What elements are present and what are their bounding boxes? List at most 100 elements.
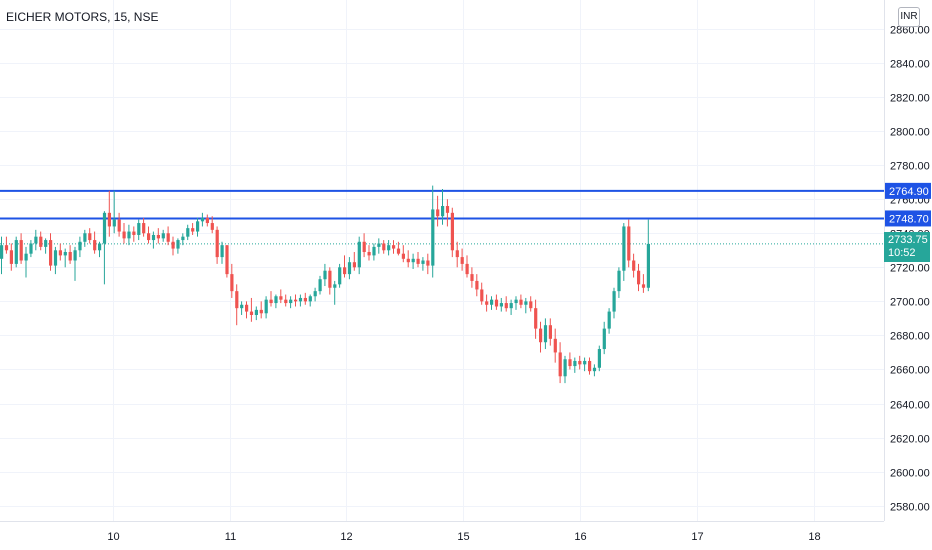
candle-down	[465, 263, 469, 275]
candle-down	[328, 270, 332, 288]
candle-up	[563, 359, 567, 377]
candles	[0, 185, 650, 384]
candle-up	[490, 299, 494, 305]
candle-up	[29, 243, 33, 254]
candle-up	[441, 206, 445, 217]
candle-up	[372, 246, 376, 256]
candle-up	[612, 291, 616, 312]
candle-down	[627, 226, 631, 261]
price-tick-label: 2620.00	[890, 434, 930, 446]
candle-up	[514, 299, 518, 304]
candle-down	[578, 360, 582, 365]
candle-down	[132, 231, 136, 235]
candle-down	[9, 250, 13, 264]
time-tick-label: 15	[457, 531, 469, 543]
candle-down	[539, 328, 543, 343]
candle-down	[558, 352, 562, 377]
candle-down	[406, 258, 410, 263]
candle-up	[357, 241, 361, 268]
candle-up	[240, 304, 244, 309]
candle-down	[450, 212, 454, 251]
candle-down	[436, 209, 440, 217]
candle-up	[98, 243, 102, 251]
candle-up	[83, 233, 87, 242]
candle-up	[509, 303, 513, 309]
candle-down	[279, 296, 283, 300]
candle-up	[196, 221, 200, 232]
time-axis[interactable]: 10 11 12 15 16 17 18	[107, 531, 820, 543]
candle-down	[475, 280, 479, 290]
candle-up	[274, 296, 278, 304]
candle-up	[44, 240, 48, 247]
candle-down	[504, 303, 508, 309]
currency-badge[interactable]: INR	[898, 7, 920, 27]
candle-down	[284, 299, 288, 304]
candle-up	[387, 245, 391, 251]
candle-up	[298, 297, 303, 302]
candle-up	[137, 223, 141, 235]
candle-down	[362, 241, 366, 252]
candle-up	[151, 234, 156, 241]
candle-up	[597, 349, 601, 368]
candle-down	[401, 253, 405, 259]
candle-up	[34, 236, 38, 244]
price-tick-label: 2820.00	[890, 93, 930, 105]
price-tick-label: 2580.00	[890, 502, 930, 514]
price-axis[interactable]: 2860.002840.002820.002800.002780.002760.…	[890, 25, 930, 514]
candle-down	[205, 217, 209, 224]
candle-up	[592, 367, 597, 372]
level-price-badge	[885, 182, 931, 199]
candle-down	[147, 233, 151, 241]
candle-up	[411, 258, 415, 263]
candle-down	[460, 257, 464, 264]
price-tick-label: 2600.00	[890, 468, 930, 480]
candle-down	[382, 243, 386, 251]
candle-down	[191, 228, 195, 232]
candle-down	[445, 206, 450, 213]
candle-down	[367, 251, 371, 256]
candle-up	[186, 228, 190, 237]
candle-down	[39, 236, 43, 247]
candle-down	[93, 240, 97, 251]
candle-up	[264, 299, 268, 314]
candle-down	[117, 219, 121, 232]
time-tick-label: 11	[225, 531, 236, 543]
candle-up	[289, 299, 293, 304]
candle-down	[230, 274, 234, 292]
level-price-badge	[885, 210, 931, 227]
candle-up	[622, 226, 626, 271]
time-tick-label: 10	[107, 531, 119, 543]
candle-down	[455, 250, 459, 258]
candle-up	[112, 219, 116, 227]
candle-down	[4, 245, 9, 251]
candle-up	[431, 209, 435, 266]
candle-down	[68, 251, 72, 261]
candle-up	[602, 328, 606, 350]
candle-down	[494, 299, 499, 307]
candle-up	[524, 301, 528, 305]
candle-up	[308, 296, 312, 302]
candle-up	[78, 241, 82, 251]
level-price-label: 2748.70	[889, 213, 929, 225]
candle-up	[0, 245, 4, 259]
candle-down	[480, 289, 484, 302]
candle-up	[313, 291, 317, 297]
candle-up	[200, 217, 205, 222]
candle-up	[543, 325, 548, 343]
candle-down	[632, 260, 636, 271]
candle-down	[235, 291, 239, 309]
candle-up	[181, 236, 185, 241]
candle-down	[303, 297, 307, 302]
current-price-value: 2733.75	[888, 234, 928, 246]
candle-down	[107, 212, 111, 227]
price-tick-label: 2640.00	[890, 400, 930, 412]
price-tick-label: 2780.00	[890, 161, 930, 173]
candle-down	[156, 234, 160, 239]
candle-up	[220, 245, 224, 258]
candle-down	[343, 267, 347, 275]
candle-up	[24, 253, 28, 261]
candle-down	[225, 245, 229, 275]
candle-down	[269, 299, 273, 304]
candle-up	[347, 262, 352, 275]
